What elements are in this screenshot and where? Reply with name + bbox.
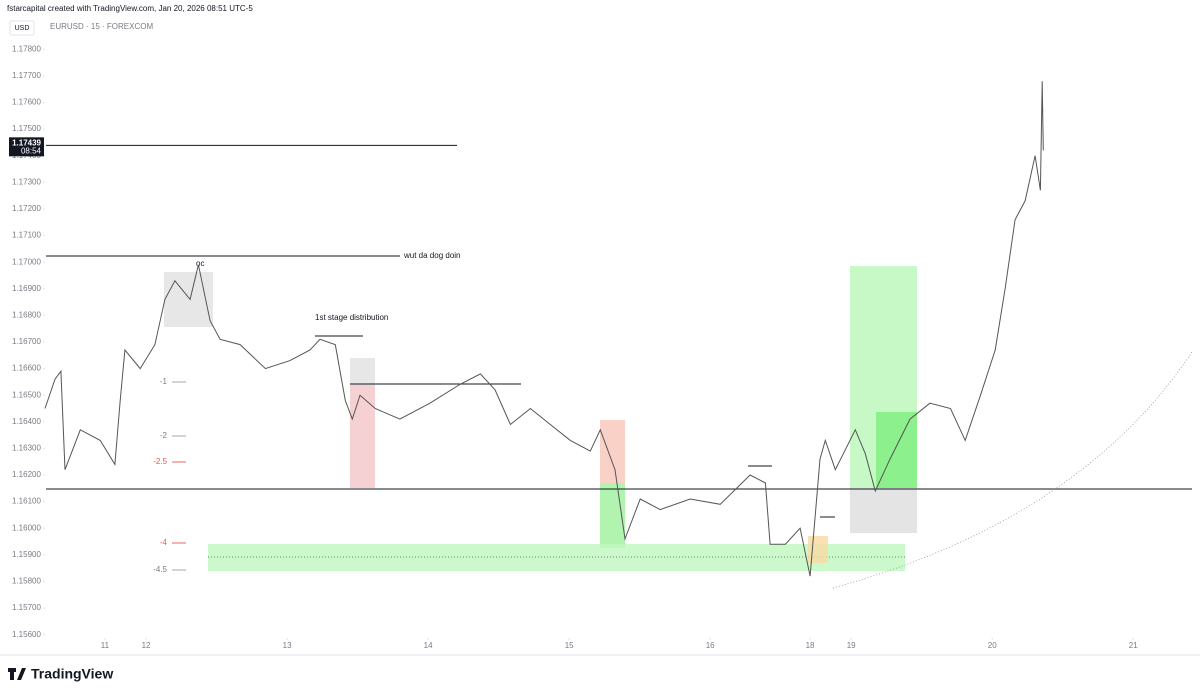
x-tick-label: 20 (988, 641, 997, 650)
zone (350, 358, 375, 385)
annotation: 1st stage distribution (315, 313, 388, 322)
fib-label: -2 (160, 431, 168, 440)
y-tick-label: 1.16000 (12, 523, 41, 532)
y-tick-label: 1.15600 (12, 630, 41, 639)
x-tick-label: 12 (142, 641, 151, 650)
legend: EURUSD · 15 · FOREXCOM (50, 22, 153, 31)
y-tick-label: 1.15900 (12, 550, 41, 559)
fib-label: -4 (160, 538, 168, 547)
annotation: wut da dog doin (403, 251, 461, 260)
zone (164, 272, 213, 327)
x-tick-label: 19 (847, 641, 856, 650)
y-tick-label: 1.16100 (12, 497, 41, 506)
x-tick-label: 21 (1129, 641, 1138, 650)
header: fstarcapital created with TradingView.co… (7, 4, 253, 13)
y-tick-label: 1.16800 (12, 310, 41, 319)
annotation: oc (196, 259, 204, 268)
y-tick-label: 1.16200 (12, 470, 41, 479)
y-tick-label: 1.17100 (12, 231, 41, 240)
zone (600, 420, 625, 483)
y-tick-label: 1.16700 (12, 337, 41, 346)
y-tick-label: 1.17700 (12, 71, 41, 80)
y-tick-label: 1.17000 (12, 257, 41, 266)
x-tick-label: 13 (283, 641, 292, 650)
y-tick-label: 1.17200 (12, 204, 41, 213)
y-tick-label: 1.16500 (12, 390, 41, 399)
y-tick-label: 1.16300 (12, 444, 41, 453)
y-tick-label: 1.16400 (12, 417, 41, 426)
y-tick-label: 1.17800 (12, 44, 41, 53)
y-tick-label: 1.15800 (12, 577, 41, 586)
x-tick-label: 15 (565, 641, 574, 650)
brand: TradingView (31, 666, 113, 682)
zone (350, 385, 375, 488)
y-tick-label: 1.17600 (12, 98, 41, 107)
y-tick-label: 1.15700 (12, 603, 41, 612)
x-tick-label: 14 (424, 641, 433, 650)
y-tick-label: 1.16900 (12, 284, 41, 293)
logo-mark (8, 668, 26, 680)
fib-label: -1 (160, 377, 168, 386)
last-price-tag (9, 137, 44, 157)
x-tick-label: 18 (806, 641, 815, 650)
zone (208, 544, 905, 571)
fib-label: -2.5 (153, 457, 167, 466)
y-tick-label: 1.17500 (12, 124, 41, 133)
price-line (44, 81, 1044, 577)
fib-label: -4.5 (153, 565, 167, 574)
x-tick-label: 16 (706, 641, 715, 650)
currency[interactable]: USD (15, 25, 30, 32)
y-tick-label: 1.17300 (12, 177, 41, 186)
countdown: 08:54 (21, 146, 42, 155)
logo[interactable]: TradingView (8, 666, 113, 682)
zone (600, 483, 625, 548)
currency-button[interactable] (9, 20, 35, 36)
zone (808, 536, 828, 563)
last-price-label: 1.17439 (12, 138, 41, 147)
y-tick-label: 1.16600 (12, 364, 41, 373)
zones (46, 255, 1193, 589)
curve (832, 351, 1193, 589)
zone (850, 488, 917, 533)
x-tick-label: 11 (101, 641, 110, 650)
